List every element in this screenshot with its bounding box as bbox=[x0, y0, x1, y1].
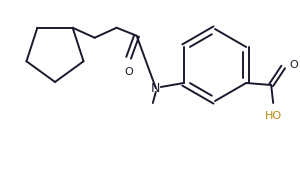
Text: HO: HO bbox=[265, 111, 282, 121]
Text: N: N bbox=[151, 81, 160, 95]
Text: O: O bbox=[289, 60, 298, 70]
Text: O: O bbox=[124, 67, 133, 77]
